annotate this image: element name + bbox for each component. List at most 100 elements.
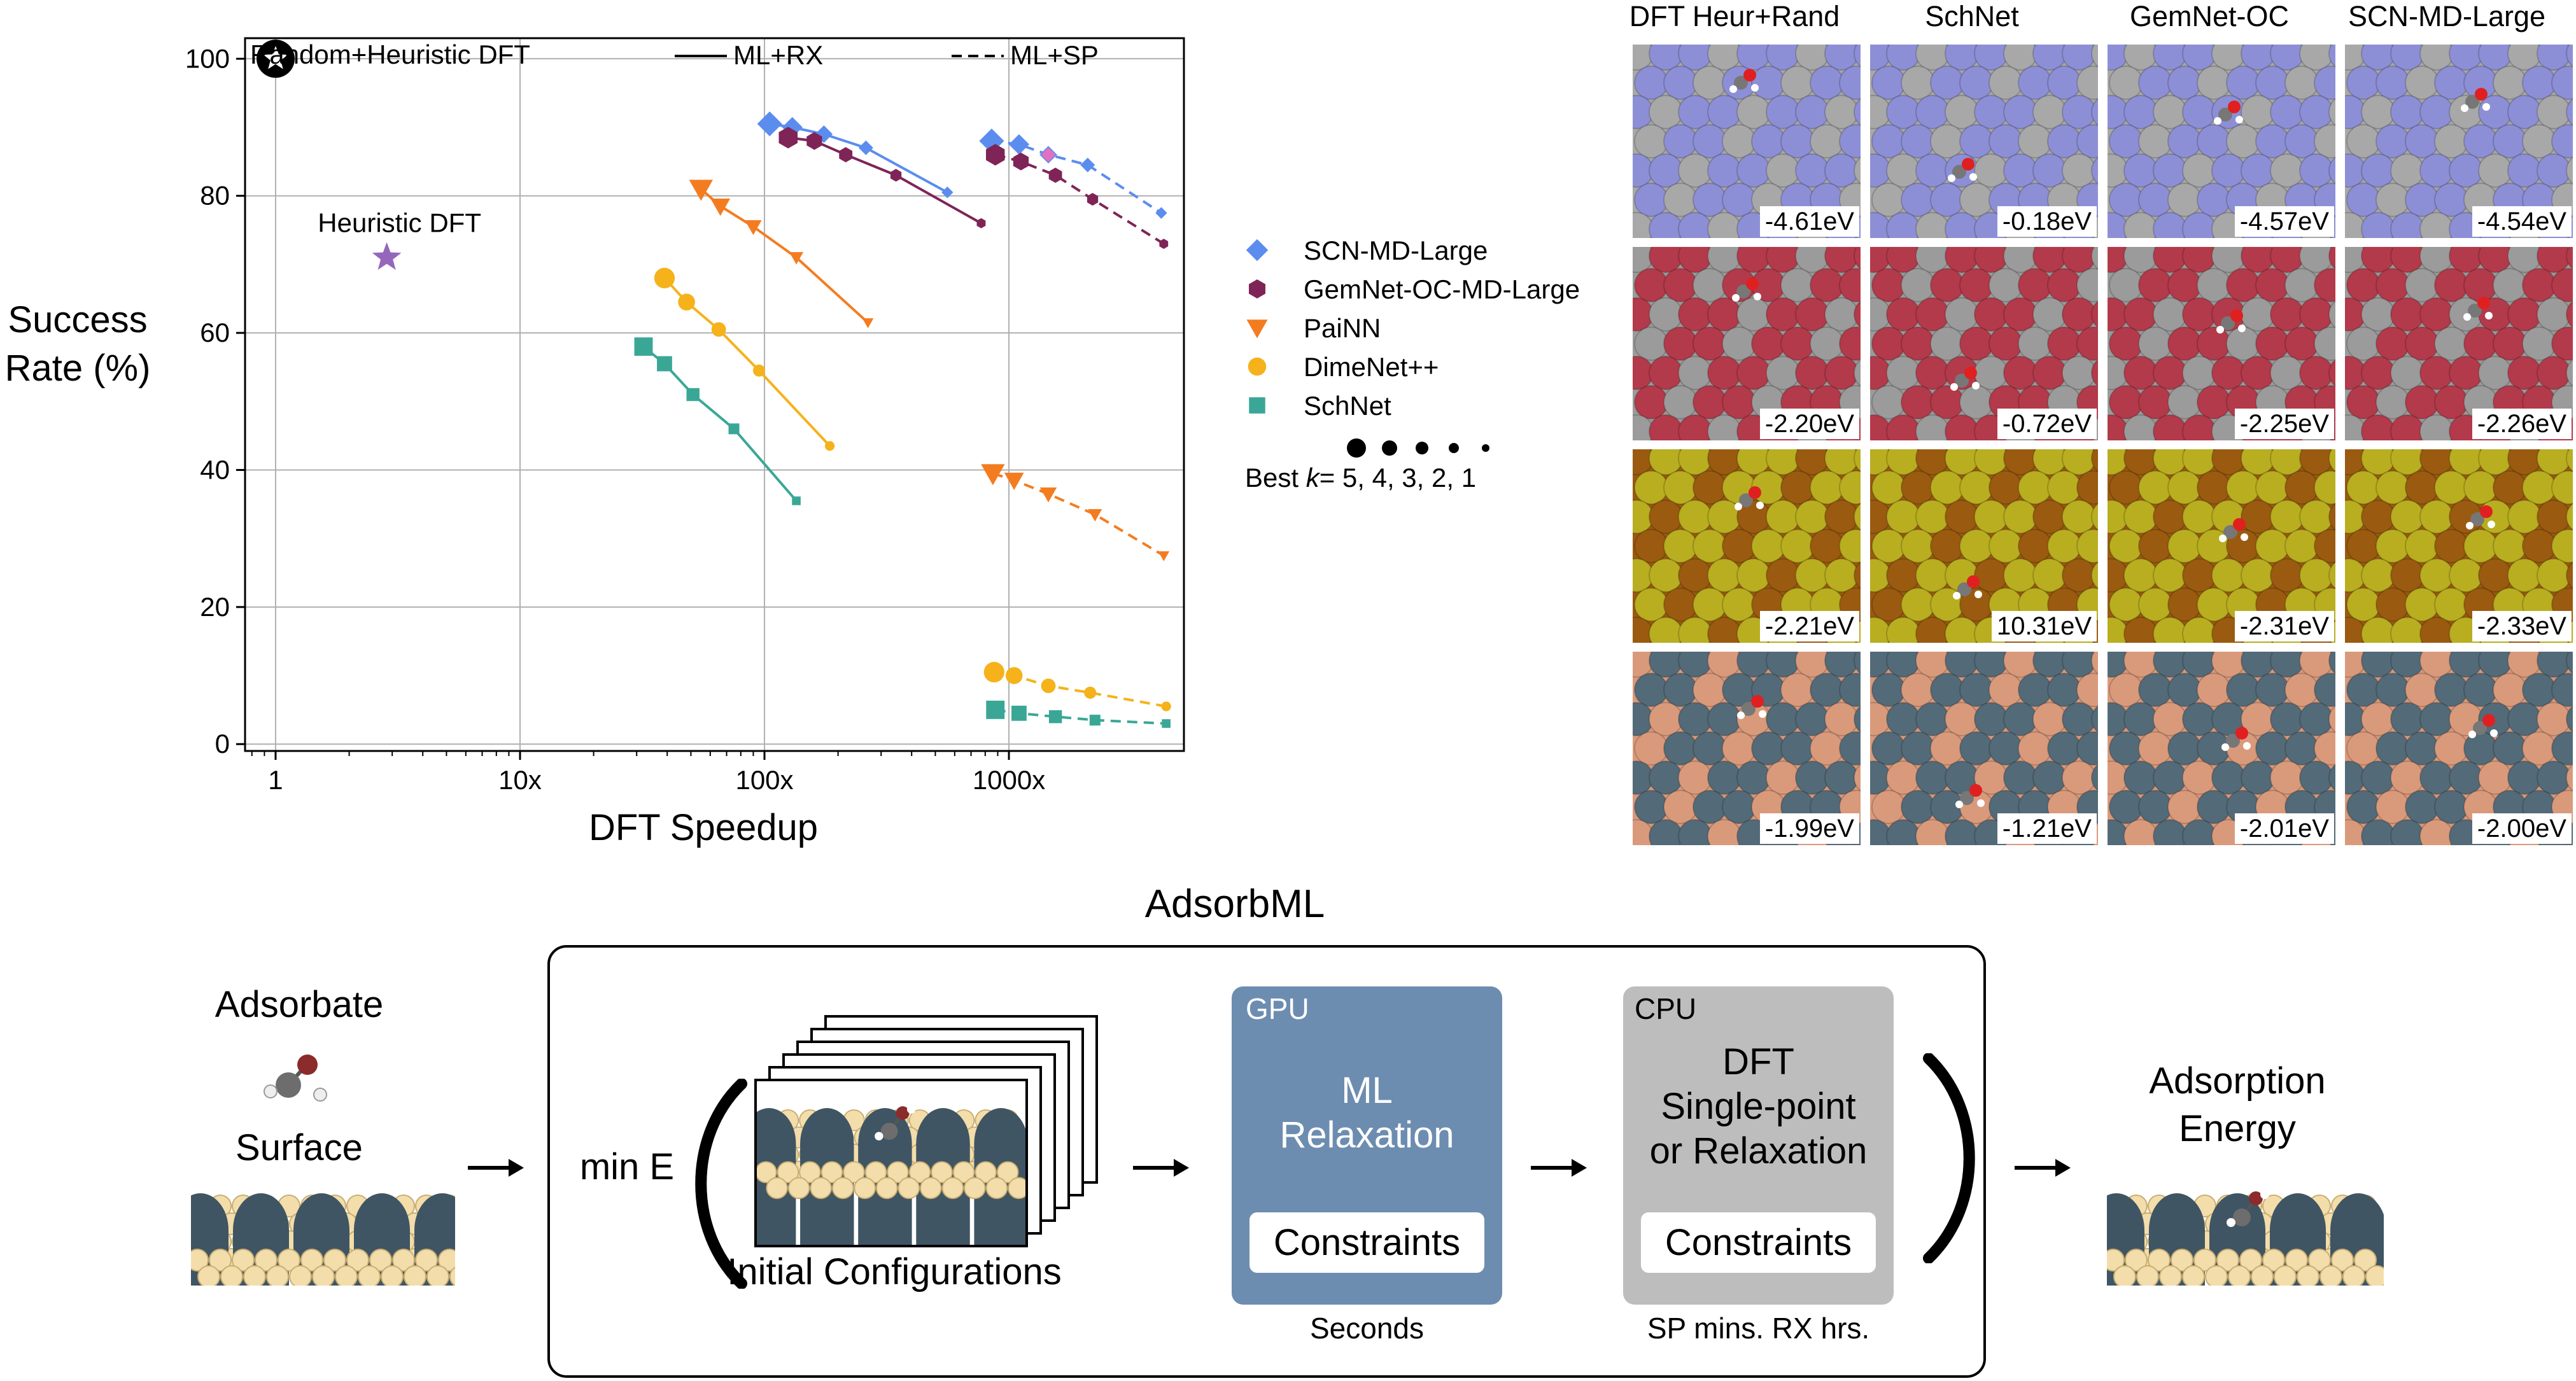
column-header-dft: DFT Heur+Rand bbox=[1629, 0, 1840, 32]
arrow-1-icon bbox=[468, 1159, 524, 1177]
tile-surface-render bbox=[1633, 449, 1861, 643]
adsorption-energy-label: -2.31eV bbox=[2234, 611, 2334, 641]
dimenet--rx-point bbox=[711, 322, 726, 337]
gemnet-oc-md-large-sp-point bbox=[1159, 239, 1169, 249]
configuration-tile: -0.18eV bbox=[1870, 45, 2098, 238]
dimenet--rx-point bbox=[825, 441, 835, 451]
legend-label: PaiNN bbox=[1304, 313, 1381, 343]
legend-label: SchNet bbox=[1304, 391, 1391, 421]
adsorption-energy-label: -1.99eV bbox=[1759, 813, 1859, 844]
x-axis-label: DFT Speedup bbox=[589, 807, 818, 848]
painn-sp-point bbox=[1004, 472, 1024, 491]
adsorption-energy-label: -0.72eV bbox=[1997, 409, 2097, 439]
configuration-tile: -4.54eV bbox=[2345, 45, 2573, 238]
scn-md-large-rx-point bbox=[858, 140, 873, 155]
arrow-4-icon bbox=[2015, 1159, 2071, 1177]
x-tick-label: 100x bbox=[735, 765, 793, 795]
output-label-line1: Adsorption bbox=[2149, 1060, 2326, 1102]
gpu-constraints-box: Constraints bbox=[1249, 1212, 1484, 1273]
gpu-tag: GPU bbox=[1246, 992, 1309, 1025]
initial-configuration-card-front bbox=[754, 1079, 1028, 1247]
painn-rx-point bbox=[710, 198, 731, 216]
heuristic-dft-star-icon bbox=[372, 242, 402, 270]
schnet-sp-point bbox=[1089, 715, 1101, 726]
size-k1 bbox=[1482, 444, 1489, 452]
painn-sp-point bbox=[981, 464, 1005, 486]
dimenet--rx-point bbox=[752, 364, 765, 377]
cpu-box: CPU DFT Single-point or Relaxation Const… bbox=[1623, 986, 1894, 1305]
arrow-3-icon bbox=[1531, 1159, 1587, 1177]
y-axis-label-line2: Rate (%) bbox=[5, 347, 151, 389]
output-slab-icon bbox=[2107, 1190, 2384, 1286]
gemnet-oc-md-large-sp-point bbox=[986, 144, 1005, 166]
configuration-tile: -2.26eV bbox=[2345, 247, 2573, 440]
size-k3 bbox=[1416, 442, 1428, 454]
adsorption-energy-label: -2.25eV bbox=[2234, 409, 2334, 439]
heuristic-dft-label: Heuristic DFT bbox=[318, 208, 481, 238]
x-tick-label: 1000x bbox=[973, 765, 1045, 795]
scn-md-large-rx-point bbox=[815, 125, 833, 143]
configuration-tile: 10.31eV bbox=[1870, 449, 2098, 643]
size-k2 bbox=[1449, 443, 1459, 453]
gemnet-oc-md-large-sp-point bbox=[1087, 193, 1099, 206]
scn-md-large-sp-point bbox=[1080, 157, 1095, 172]
x-tick-label: 1 bbox=[268, 765, 283, 795]
x-tick-label: 10x bbox=[498, 765, 542, 795]
plot-frame bbox=[244, 37, 1185, 752]
tile-surface-render bbox=[1870, 247, 2098, 440]
axis-ticks: 1 10x 100x 1000x 0 20 40 60 80 100 bbox=[185, 43, 1045, 795]
initial-configurations-label: Initial Configurations bbox=[727, 1251, 1062, 1293]
min-e-label: min E bbox=[579, 1146, 675, 1188]
legend-marker-painn bbox=[1246, 319, 1268, 339]
y-tick-label: 0 bbox=[215, 729, 230, 759]
painn-sp-line bbox=[992, 472, 1165, 557]
adsorbml-workflow: AdsorbML Adsorbate Surface min E Initial… bbox=[0, 866, 2576, 1381]
right-paren-icon bbox=[1923, 1053, 1975, 1263]
adsorption-energy-label: -2.26eV bbox=[2472, 409, 2572, 439]
success-rate-chart: 1 10x 100x 1000x 0 20 40 60 80 100 Random+Heurist… bbox=[5, 37, 1580, 848]
random-heuristic-dft-label: Random+Heuristic DFT bbox=[250, 39, 530, 69]
gemnet-oc-md-large-rx-point bbox=[890, 169, 902, 182]
legend-label: DimeNet++ bbox=[1304, 352, 1439, 382]
gemnet-oc-md-large-rx-point bbox=[976, 218, 986, 228]
cpu-caption: SP mins. RX hrs. bbox=[1647, 1312, 1870, 1345]
gpu-constraints-label: Constraints bbox=[1273, 1222, 1461, 1263]
cpu-title-line3: or Relaxation bbox=[1649, 1130, 1868, 1172]
dimenet--rx-point bbox=[678, 293, 695, 311]
series-legend: SCN-MD-Large GemNet-OC-MD-Large PaiNN DimeN… bbox=[1246, 235, 1580, 421]
grid-lines bbox=[245, 38, 1184, 751]
y-tick-label: 20 bbox=[200, 592, 230, 622]
tile-surface-render bbox=[1633, 45, 1861, 238]
legend-marker-scn-md-large bbox=[1246, 239, 1269, 262]
tile-surface-render bbox=[2108, 652, 2335, 845]
configuration-tile: -2.20eV bbox=[1633, 247, 1861, 440]
configuration-tile: -2.33eV bbox=[2345, 449, 2573, 643]
size-k4 bbox=[1382, 440, 1397, 456]
size-k5 bbox=[1347, 438, 1366, 458]
adsorption-energy-label: 10.31eV bbox=[1991, 611, 2097, 641]
configuration-tile: -0.72eV bbox=[1870, 247, 2098, 440]
gpu-title-line1: ML bbox=[1341, 1070, 1393, 1111]
painn-rx-line bbox=[700, 188, 869, 324]
cpu-title-line1: DFT bbox=[1722, 1041, 1794, 1083]
schnet-rx-point bbox=[657, 356, 672, 372]
y-tick-label: 40 bbox=[200, 454, 230, 484]
cpu-constraints-box: Constraints bbox=[1641, 1212, 1876, 1273]
cpu-constraints-label: Constraints bbox=[1665, 1222, 1852, 1263]
left-paren-icon bbox=[695, 1079, 747, 1289]
dimenet--sp-point bbox=[1005, 667, 1023, 684]
adsorbate-molecule-icon bbox=[264, 1055, 327, 1102]
configuration-tile: -2.00eV bbox=[2345, 652, 2573, 845]
adsorbate-label: Adsorbate bbox=[215, 984, 384, 1025]
legend-label: SCN-MD-Large bbox=[1304, 235, 1488, 265]
schnet-sp-line bbox=[995, 708, 1167, 725]
configuration-tile: -2.21eV bbox=[1633, 449, 1861, 643]
gpu-caption: Seconds bbox=[1309, 1312, 1424, 1345]
adsorption-energy-label: -0.18eV bbox=[1997, 206, 2097, 237]
gemnet-oc-md-large-sp-line bbox=[995, 153, 1165, 245]
schnet-rx-point bbox=[686, 388, 700, 402]
schnet-sp-point bbox=[1162, 719, 1171, 728]
adsorption-energy-label: -4.54eV bbox=[2472, 206, 2572, 237]
legend-marker-dimenet- bbox=[1248, 357, 1267, 376]
gemnet-oc-md-large-rx-line bbox=[787, 136, 982, 225]
